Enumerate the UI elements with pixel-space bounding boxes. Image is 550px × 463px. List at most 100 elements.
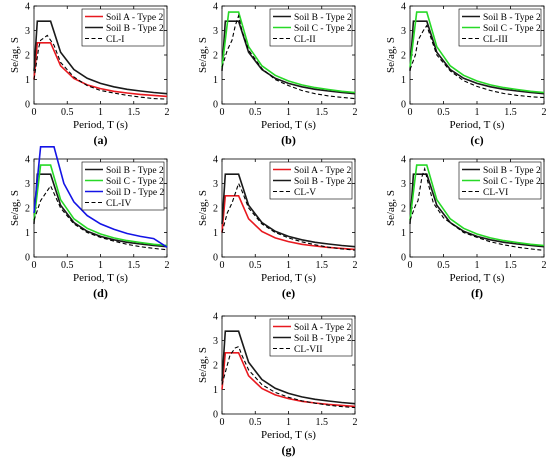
x-axis-title: Period, T (s) bbox=[450, 119, 505, 131]
y-tick-label: 1 bbox=[25, 75, 30, 86]
legend-label: Soil B - Type 2 bbox=[294, 177, 352, 187]
series-line bbox=[409, 20, 545, 95]
y-axis-title: Se/ag, S bbox=[385, 37, 397, 73]
y-tick-label: 4 bbox=[25, 2, 30, 13]
x-tick-label: 1.5 bbox=[128, 107, 141, 118]
legend-label: Soil D - Type 2 bbox=[106, 188, 165, 198]
panel-label: (c) bbox=[470, 133, 483, 147]
legend-label: Soil B - Type 2 bbox=[294, 334, 352, 344]
y-tick-label: 4 bbox=[25, 155, 30, 166]
series-line bbox=[221, 330, 356, 405]
legend-label: Soil C - Type 2 bbox=[483, 177, 541, 187]
y-tick-label: 3 bbox=[25, 26, 30, 37]
legend-label: Soil A - Type 2 bbox=[106, 13, 163, 23]
series-line bbox=[409, 166, 545, 251]
y-tick-label: 2 bbox=[25, 51, 30, 62]
legend-label: CL-V bbox=[294, 188, 316, 198]
x-tick-label: 2 bbox=[542, 107, 547, 118]
y-tick-label: 3 bbox=[213, 26, 218, 37]
x-tick-label: 2 bbox=[542, 260, 547, 271]
x-axis-title: Period, T (s) bbox=[73, 272, 128, 284]
y-tick-label: 1 bbox=[401, 75, 406, 86]
y-tick-label: 3 bbox=[401, 179, 406, 190]
x-tick-label: 1.5 bbox=[316, 417, 329, 428]
x-tick-label: 1.5 bbox=[128, 260, 141, 271]
series-line bbox=[33, 164, 168, 247]
x-tick-label: 0 bbox=[32, 260, 37, 271]
series-line bbox=[221, 173, 356, 248]
y-tick-label: 0 bbox=[25, 100, 30, 111]
y-tick-label: 0 bbox=[401, 100, 406, 111]
y-tick-label: 3 bbox=[213, 179, 218, 190]
legend-label: CL-VII bbox=[294, 345, 323, 355]
x-tick-label: 0 bbox=[408, 260, 413, 271]
x-axis-title: Period, T (s) bbox=[261, 429, 316, 441]
y-tick-label: 2 bbox=[401, 51, 406, 62]
chart-panel: 0 0.5 1 1.5 2 0 1 2 3 4 Period, T (s) Se/ag, S (g) So… bbox=[197, 312, 358, 458]
y-tick-label: 1 bbox=[213, 385, 218, 396]
x-axis-title: Period, T (s) bbox=[450, 272, 505, 284]
chart-panel: 0 0.5 1 1.5 2 0 1 2 3 4 Period, T (s) Se/ag, S (e) So… bbox=[197, 155, 358, 301]
x-tick-label: 2 bbox=[353, 417, 358, 428]
series-line bbox=[221, 195, 356, 251]
x-tick-label: 1 bbox=[286, 417, 291, 428]
legend-label: CL-III bbox=[483, 35, 508, 45]
panel-label: (b) bbox=[281, 133, 296, 147]
legend-label: CL-VI bbox=[483, 188, 508, 198]
series-line bbox=[33, 42, 168, 98]
x-tick-label: 1 bbox=[98, 260, 103, 271]
chart-panel: 0 0.5 1 1.5 2 0 1 2 3 4 Period, T (s) Se/ag, S (a) So… bbox=[9, 2, 170, 148]
series-line bbox=[409, 24, 545, 99]
legend-label: CL-II bbox=[294, 35, 316, 45]
legend-label: Soil B - Type 2 bbox=[483, 13, 541, 23]
chart-panel: 0 0.5 1 1.5 2 0 1 2 3 4 Period, T (s) Se/ag, S (b) So… bbox=[197, 2, 358, 148]
legend-label: CL-I bbox=[106, 35, 124, 45]
x-axis-title: Period, T (s) bbox=[73, 119, 128, 131]
x-axis-title: Period, T (s) bbox=[261, 272, 316, 284]
series-line bbox=[33, 34, 168, 100]
x-tick-label: 2 bbox=[165, 107, 170, 118]
x-tick-label: 0 bbox=[220, 260, 225, 271]
x-tick-label: 0.5 bbox=[437, 260, 450, 271]
x-tick-label: 1.5 bbox=[316, 260, 329, 271]
y-tick-label: 4 bbox=[213, 312, 218, 323]
y-tick-label: 1 bbox=[401, 228, 406, 239]
y-axis-title: Se/ag, S bbox=[197, 347, 209, 383]
legend-label: Soil A - Type 2 bbox=[294, 166, 351, 176]
chart-panel: 0 0.5 1 1.5 2 0 1 2 3 4 Period, T (s) Se/ag, S (f) So… bbox=[385, 155, 547, 301]
y-tick-label: 0 bbox=[213, 410, 218, 421]
series-line bbox=[221, 181, 356, 251]
y-tick-label: 0 bbox=[25, 253, 30, 264]
y-tick-label: 3 bbox=[401, 26, 406, 37]
x-tick-label: 0.5 bbox=[61, 107, 74, 118]
y-tick-label: 4 bbox=[213, 155, 218, 166]
series-line bbox=[221, 352, 356, 408]
y-tick-label: 0 bbox=[213, 253, 218, 264]
y-tick-label: 1 bbox=[213, 75, 218, 86]
series-line bbox=[221, 11, 356, 94]
y-axis-title: Se/ag, S bbox=[9, 37, 21, 73]
legend-label: Soil A - Type 2 bbox=[294, 323, 351, 333]
y-tick-label: 3 bbox=[213, 336, 218, 347]
series-line bbox=[33, 173, 168, 248]
legend-label: Soil B - Type 2 bbox=[106, 24, 164, 34]
panel-label: (d) bbox=[93, 286, 108, 300]
x-tick-label: 0 bbox=[408, 107, 413, 118]
y-tick-label: 1 bbox=[213, 228, 218, 239]
x-tick-label: 1.5 bbox=[504, 260, 517, 271]
panel-label: (f) bbox=[471, 286, 483, 300]
x-tick-label: 0 bbox=[220, 107, 225, 118]
x-tick-label: 0.5 bbox=[249, 417, 262, 428]
series-line bbox=[221, 345, 356, 409]
y-tick-label: 3 bbox=[25, 179, 30, 190]
y-tick-label: 4 bbox=[213, 2, 218, 13]
x-axis-title: Period, T (s) bbox=[261, 119, 316, 131]
y-axis-title: Se/ag, S bbox=[197, 37, 209, 73]
legend-label: Soil C - Type 2 bbox=[483, 24, 541, 34]
x-tick-label: 1.5 bbox=[316, 107, 329, 118]
x-tick-label: 1 bbox=[475, 260, 480, 271]
series-line bbox=[221, 13, 356, 100]
x-tick-label: 0.5 bbox=[437, 107, 450, 118]
series-line bbox=[33, 184, 168, 251]
